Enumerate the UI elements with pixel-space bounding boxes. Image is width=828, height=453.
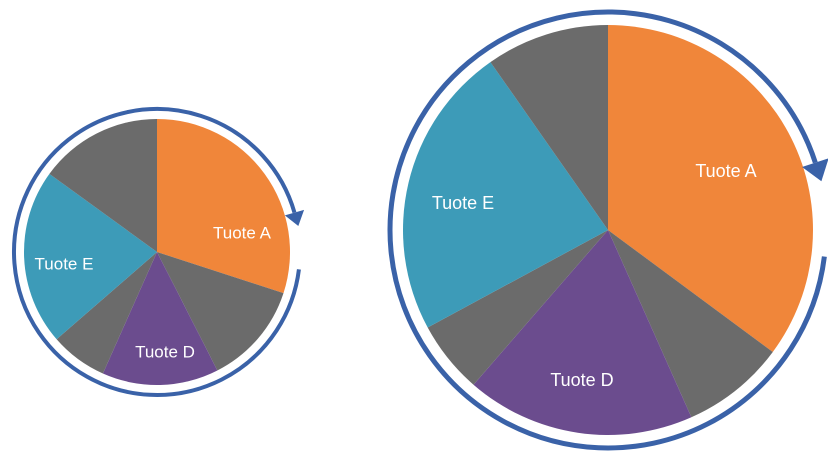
pie-slice — [49, 119, 157, 252]
cycle-arrow — [387, 9, 827, 451]
slice-label: Tuote D — [550, 370, 613, 390]
small-pie — [12, 107, 305, 397]
pie-slice — [473, 230, 692, 435]
pie-slice — [403, 62, 608, 328]
slice-label: Tuote A — [695, 161, 756, 181]
cycle-arrow — [12, 107, 301, 397]
arrow-head — [284, 209, 305, 227]
pie-slice — [102, 252, 218, 385]
slice-label: Tuote E — [432, 193, 494, 213]
pie-slice — [608, 25, 813, 352]
pie-slice — [157, 252, 284, 371]
large-pie — [387, 9, 828, 451]
slice-label: Tuote E — [35, 254, 94, 273]
pie-slice — [56, 252, 157, 374]
pie-slice — [23, 173, 157, 340]
slice-label: Tuote D — [135, 342, 195, 361]
arrow-head — [802, 158, 828, 182]
pie-slice — [427, 230, 608, 385]
pie-slice — [608, 230, 773, 418]
pie-slice — [490, 25, 608, 230]
slice-label: Tuote A — [213, 223, 272, 242]
pie-slice — [157, 119, 290, 294]
